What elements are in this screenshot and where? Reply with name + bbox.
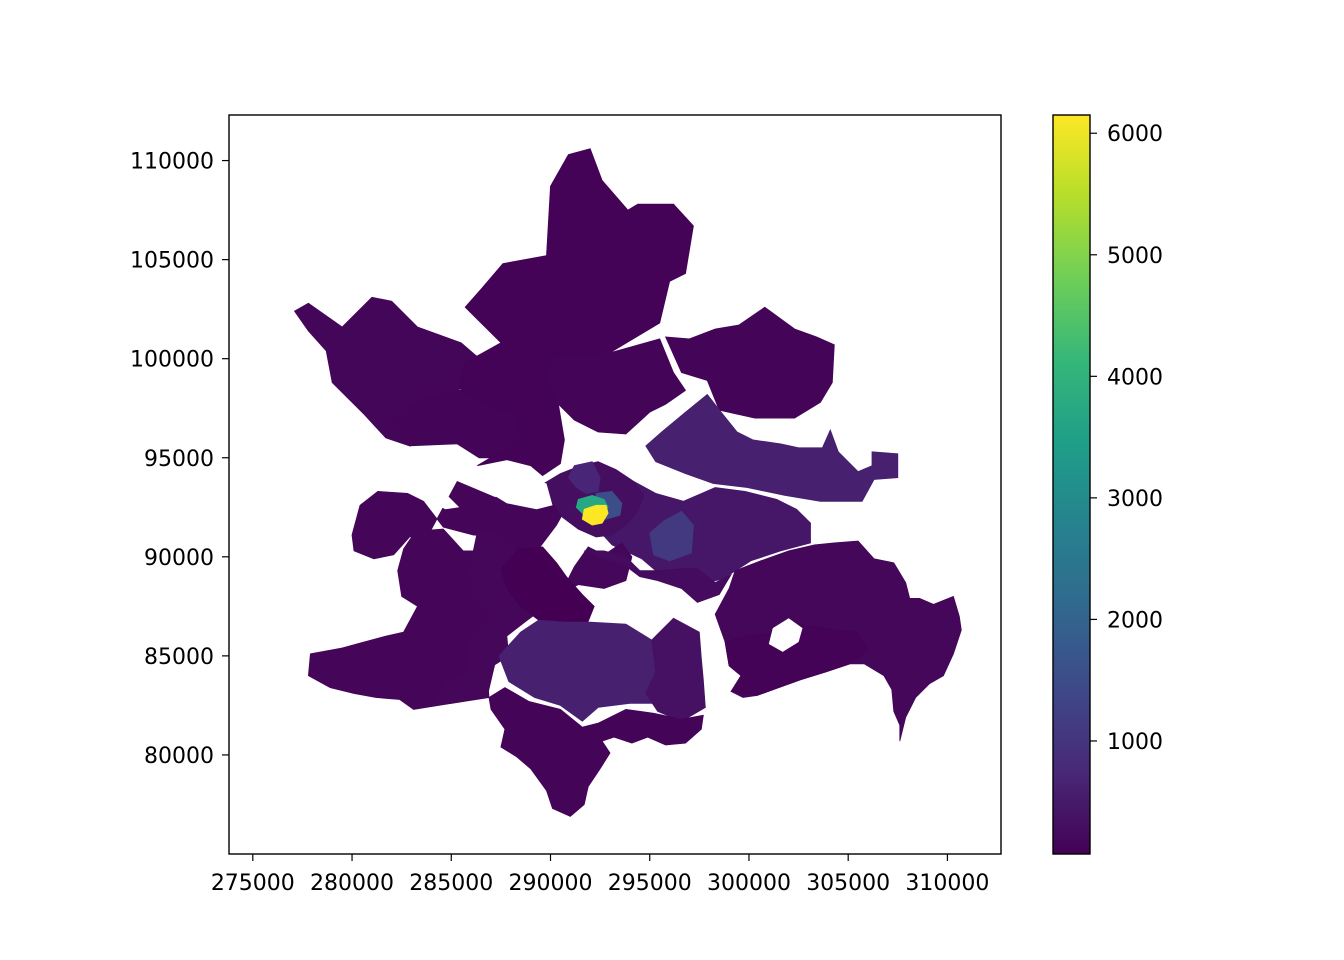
x-tick-label: 310000 [905,871,989,896]
region-6 [645,393,899,502]
region-5 [544,338,687,435]
plot-frame [228,114,1002,855]
region-19 [567,461,601,494]
map-regions [293,148,962,817]
x-axis: 275000 280000 285000 290000 295000 300000 3050… [211,854,989,896]
x-tick-label: 275000 [211,871,295,896]
region-16 [724,623,869,696]
region-14 [488,687,704,817]
colorbar-tick-label: 5000 [1107,244,1163,269]
y-tick-label: 90000 [144,546,214,571]
region-8 [649,510,694,562]
colorbar-tick-label: 6000 [1107,122,1163,147]
y-axis: 80000 85000 90000 95000 100000 105000 110000 [130,150,229,769]
y-tick-label: 100000 [130,348,214,373]
y-tick-label: 95000 [144,447,214,472]
region-17 [584,550,733,603]
map-hole-1 [411,489,460,510]
region-2 [664,306,835,419]
x-tick-label: 300000 [707,871,791,896]
y-tick-label: 85000 [144,645,214,670]
colorbar-tick-label: 4000 [1107,365,1163,390]
x-tick-label: 285000 [409,871,493,896]
x-tick-label: 305000 [806,871,890,896]
region-22 [581,504,609,526]
y-tick-label: 80000 [144,744,214,769]
x-tick-label: 295000 [608,871,692,896]
colorbar-tick-label: 3000 [1107,487,1163,512]
colorbar [1052,114,1091,855]
region-13 [645,617,706,722]
x-tick-label: 290000 [509,871,593,896]
map-holes [411,465,803,652]
map-hole-2 [768,618,803,652]
colorbar-tick-label: 2000 [1107,608,1163,633]
colorbar-tick-label: 1000 [1107,730,1163,755]
y-tick-label: 110000 [130,150,214,175]
colorbar-axis: 1000 2000 3000 4000 5000 6000 [1090,122,1163,755]
y-tick-label: 105000 [130,249,214,274]
map-hole-0 [477,465,553,510]
x-tick-label: 280000 [310,871,394,896]
